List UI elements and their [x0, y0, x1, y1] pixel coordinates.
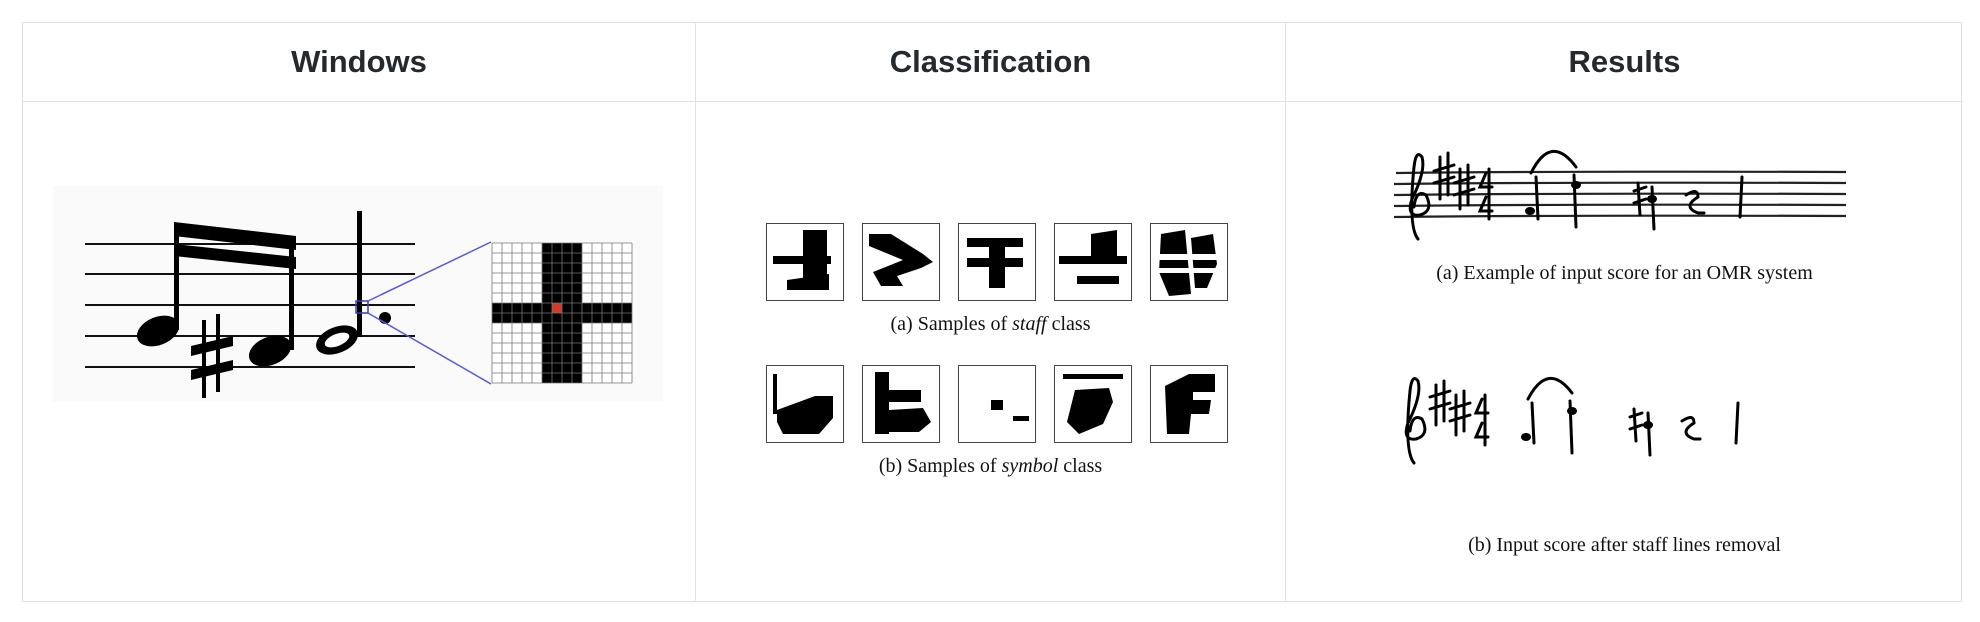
symbol-caption-prefix: (b) Samples of: [878, 455, 1002, 477]
staff-sample-3: [958, 223, 1036, 301]
symbol-sample-5: [1150, 365, 1228, 443]
symbol-caption-suffix: class: [1058, 455, 1103, 477]
symbol-sample-4: [1054, 365, 1132, 443]
symbol-sample-3: [958, 365, 1036, 443]
figure-table: Windows Classification Results: [22, 22, 1963, 602]
staff-caption-prefix: (a) Samples of: [890, 313, 1013, 335]
symbol-sample-2: [862, 365, 940, 443]
pixel-window-zoom: [491, 242, 633, 384]
staff-samples-caption: (a) Samples of staff class: [696, 313, 1285, 336]
header-results: Results: [1285, 23, 1963, 102]
input-score-image: [1393, 149, 1847, 241]
staff-sample-4: [1054, 223, 1132, 301]
staff-caption-term: staff: [1012, 313, 1047, 335]
results-caption-b: (b) Input score after staff lines remova…: [1468, 534, 1781, 556]
header-windows: Windows: [23, 23, 695, 102]
staff-removed-score-image: [1404, 376, 1740, 465]
staff-caption-suffix: class: [1046, 313, 1091, 335]
symbol-caption-term: symbol: [1001, 455, 1059, 477]
symbol-samples-caption: (b) Samples of symbol class: [696, 455, 1285, 478]
staff-sample-1: [766, 223, 844, 301]
results-cell: (a) Example of input score for an OMR sy…: [1285, 102, 1963, 601]
windows-cell: [23, 102, 695, 601]
staff-sample-2: [862, 223, 940, 301]
results-caption-a: (a) Example of input score for an OMR sy…: [1436, 262, 1813, 284]
symbol-sample-1: [766, 365, 844, 443]
classification-cell: (a) Samples of staff class (b) Samples o…: [695, 102, 1285, 601]
sliding-window-illustration: [53, 186, 663, 402]
header-classification: Classification: [695, 23, 1285, 102]
staff-sample-5: [1150, 223, 1228, 301]
